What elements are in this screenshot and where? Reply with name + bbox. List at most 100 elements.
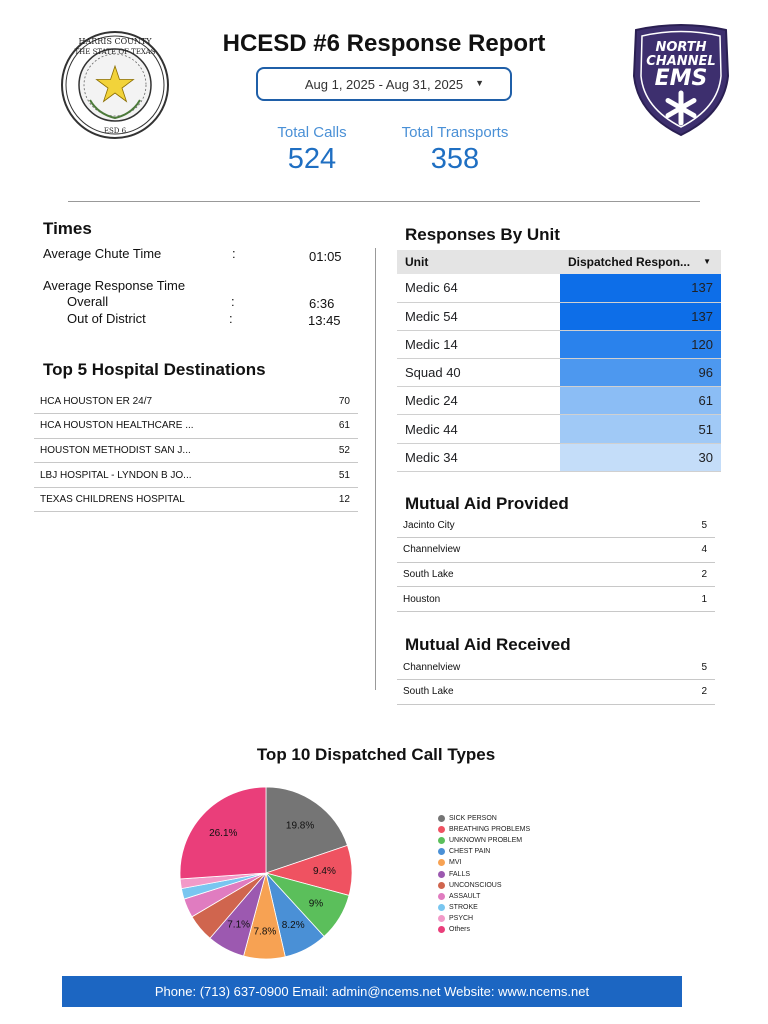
agency-count: 5 bbox=[658, 655, 715, 681]
legend-label: STROKE bbox=[449, 903, 478, 911]
hospital-name: TEXAS CHILDRENS HOSPITAL bbox=[34, 487, 324, 513]
pie-slice-value-label: 26.1% bbox=[209, 828, 237, 839]
legend-label: FALLS bbox=[449, 870, 471, 878]
unit-name: Medic 64 bbox=[397, 274, 560, 303]
kpi-label: Total Calls bbox=[277, 124, 347, 141]
chart-legend: SICK PERSON BREATHING PROBLEMS UNKNOWN PRO… bbox=[438, 813, 530, 935]
pie-slice-others[interactable] bbox=[180, 787, 267, 880]
unit-name: Medic 54 bbox=[397, 302, 560, 331]
north-channel-ems-logo: NORTH CHANNEL EMS bbox=[628, 22, 734, 138]
unit-name: Medic 34 bbox=[397, 443, 560, 472]
agency-count: 2 bbox=[658, 562, 715, 588]
table-row: HCA HOUSTON ER 24/7 70 bbox=[34, 389, 358, 415]
table-row: Channelview 5 bbox=[397, 655, 715, 681]
chute-time-label: Average Chute Time bbox=[43, 246, 162, 261]
legend-swatch bbox=[438, 826, 445, 834]
svg-text:ESD 6: ESD 6 bbox=[104, 127, 127, 135]
svg-text:NORTH: NORTH bbox=[655, 40, 706, 55]
mutual-aid-provided-title: Mutual Aid Provided bbox=[405, 494, 569, 513]
legend-item: STROKE bbox=[438, 902, 530, 913]
page-title: HCESD #6 Response Report bbox=[222, 30, 546, 57]
svg-text:THE STATE OF TEXAS: THE STATE OF TEXAS bbox=[74, 48, 155, 56]
hospital-name: HCA HOUSTON HEALTHCARE ... bbox=[34, 413, 324, 439]
table-row: Medic 14 120 bbox=[397, 330, 721, 360]
legend-swatch bbox=[438, 925, 445, 933]
hospital-count: 70 bbox=[323, 389, 358, 415]
agency-name: South Lake bbox=[397, 679, 659, 705]
table-row: LBJ HOSPITAL - LYNDON B JO... 51 bbox=[34, 462, 358, 488]
times-title: Times bbox=[43, 219, 92, 238]
legend-item: ASSAULT bbox=[438, 891, 530, 902]
legend-item: UNCONSCIOUS bbox=[438, 880, 530, 891]
unit-name: Medic 14 bbox=[397, 330, 560, 360]
legend-label: PSYCH bbox=[449, 914, 474, 922]
legend-label: BREATHING PROBLEMS bbox=[449, 826, 531, 834]
agency-name: Houston bbox=[397, 586, 659, 612]
legend-swatch bbox=[438, 903, 445, 911]
chart-title: Top 10 Dispatched Call Types bbox=[256, 745, 496, 764]
agency-name: Jacinto City bbox=[397, 513, 659, 539]
kpi-label: Total Transports bbox=[401, 124, 509, 141]
hospital-count: 52 bbox=[323, 438, 358, 464]
harris-county-seal: HARRIS COUNTY THE STATE OF TEXAS ESD 6 bbox=[60, 30, 170, 140]
units-table: Unit Dispatched Respon... ▼ Medic 64 137 Me… bbox=[397, 250, 721, 472]
table-row: Channelview 4 bbox=[397, 537, 715, 563]
footer-contact-bar: Phone: (713) 637-0900 Email: admin@ncems… bbox=[62, 976, 682, 1007]
hospital-name: HCA HOUSTON ER 24/7 bbox=[34, 389, 324, 415]
pie-slice-value-label: 9% bbox=[309, 898, 324, 909]
separator: : bbox=[229, 311, 233, 326]
legend-swatch bbox=[438, 892, 445, 900]
hospital-name: HOUSTON METHODIST SAN J... bbox=[34, 438, 324, 464]
pie-slice-sick-person[interactable] bbox=[265, 787, 348, 874]
table-row: Medic 64 137 bbox=[397, 274, 721, 303]
table-header: Unit Dispatched Respon... ▼ bbox=[397, 250, 721, 274]
legend-label: Others bbox=[449, 925, 471, 933]
unit-name: Medic 24 bbox=[397, 386, 560, 416]
chute-time-value: 01:05 bbox=[309, 249, 342, 264]
svg-text:CHANNEL: CHANNEL bbox=[646, 54, 715, 69]
table-row: HOUSTON METHODIST SAN J... 52 bbox=[34, 438, 358, 464]
legend-item: BREATHING PROBLEMS bbox=[438, 824, 530, 835]
legend-swatch bbox=[438, 837, 445, 845]
kpi-total-calls: Total Calls 524 bbox=[262, 124, 362, 176]
column-dispatched[interactable]: Dispatched Respon... ▼ bbox=[560, 250, 721, 274]
legend-label: ASSAULT bbox=[449, 892, 481, 900]
legend-item: UNKNOWN PROBLEM bbox=[438, 835, 530, 846]
column-unit[interactable]: Unit bbox=[397, 250, 560, 274]
legend-item: PSYCH bbox=[438, 913, 530, 924]
unit-dispatched-count: 137 bbox=[560, 274, 721, 303]
agency-name: Channelview bbox=[397, 537, 659, 563]
table-row: Squad 40 96 bbox=[397, 358, 721, 388]
mutual-aid-received-table: Channelview 5 South Lake 2 bbox=[397, 655, 715, 705]
date-range-picker[interactable]: Aug 1, 2025 - Aug 31, 2025 ▼ bbox=[256, 67, 512, 101]
legend-label: UNKNOWN PROBLEM bbox=[449, 837, 523, 845]
legend-swatch bbox=[438, 914, 445, 922]
hospital-name: LBJ HOSPITAL - LYNDON B JO... bbox=[34, 462, 324, 488]
agency-count: 4 bbox=[658, 537, 715, 563]
table-row: TEXAS CHILDRENS HOSPITAL 12 bbox=[34, 487, 358, 513]
overall-value: 6:36 bbox=[309, 296, 335, 311]
pie-slice-value-label: 8.2% bbox=[282, 920, 305, 931]
legend-swatch bbox=[438, 859, 445, 867]
agency-name: Channelview bbox=[397, 655, 659, 681]
legend-label: CHEST PAIN bbox=[449, 848, 491, 856]
legend-swatch bbox=[438, 881, 445, 889]
footer-contact-text: Phone: (713) 637-0900 Email: admin@ncems… bbox=[154, 984, 590, 999]
agency-count: 1 bbox=[658, 586, 715, 612]
out-of-district-label: Out of District bbox=[67, 311, 146, 326]
hospital-count: 12 bbox=[323, 487, 358, 513]
kpi-value: 524 bbox=[287, 143, 337, 175]
hospital-count: 61 bbox=[323, 413, 358, 439]
out-of-district-value: 13:45 bbox=[308, 313, 341, 328]
agency-name: South Lake bbox=[397, 562, 659, 588]
unit-name: Squad 40 bbox=[397, 358, 560, 388]
table-row: South Lake 2 bbox=[397, 562, 715, 588]
table-row: HCA HOUSTON HEALTHCARE ... 61 bbox=[34, 413, 358, 439]
table-row: Medic 24 61 bbox=[397, 386, 721, 416]
unit-dispatched-count: 30 bbox=[560, 443, 721, 472]
divider bbox=[68, 201, 700, 202]
agency-count: 5 bbox=[658, 513, 715, 539]
unit-dispatched-count: 96 bbox=[560, 358, 721, 388]
kpi-total-transports: Total Transports 358 bbox=[392, 124, 518, 176]
table-row: Medic 34 30 bbox=[397, 443, 721, 472]
